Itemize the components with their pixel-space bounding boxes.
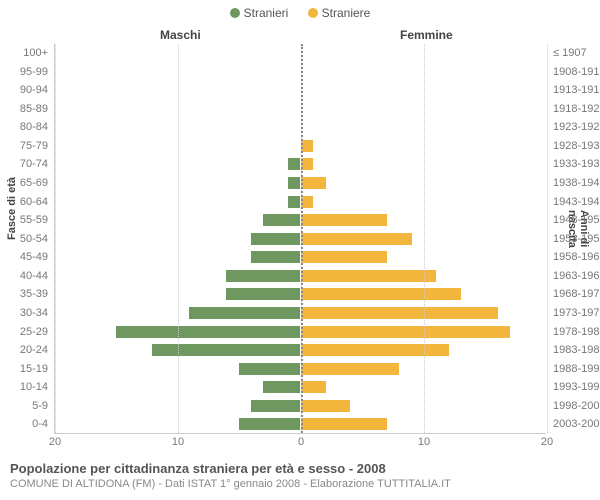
birth-year-label: 1948-1952 xyxy=(553,211,600,230)
age-label: 25-29 xyxy=(20,323,48,342)
birth-year-label: 1958-1962 xyxy=(553,248,600,267)
birth-year-label: 1913-1917 xyxy=(553,81,600,100)
birth-year-label: 1998-2002 xyxy=(553,397,600,416)
bar-female xyxy=(301,418,387,430)
bar-male xyxy=(288,158,300,170)
bar-female xyxy=(301,177,326,189)
bar-male xyxy=(239,418,301,430)
age-label: 100+ xyxy=(23,44,48,63)
age-label: 45-49 xyxy=(20,248,48,267)
gridline xyxy=(424,44,425,433)
age-label: 85-89 xyxy=(20,100,48,119)
bar-female xyxy=(301,251,387,263)
birth-year-label: 1908-1912 xyxy=(553,63,600,82)
legend: Stranieri Straniere xyxy=(0,6,600,21)
age-label: 60-64 xyxy=(20,193,48,212)
footer: Popolazione per cittadinanza straniera p… xyxy=(10,461,590,490)
bar-female xyxy=(301,344,449,356)
bar-female xyxy=(301,363,399,375)
birth-year-label: 1973-1977 xyxy=(553,304,600,323)
age-label: 35-39 xyxy=(20,285,48,304)
birth-year-label: 1933-1937 xyxy=(553,155,600,174)
age-label: 90-94 xyxy=(20,81,48,100)
birth-year-label: 1993-1997 xyxy=(553,378,600,397)
birth-year-label: 1928-1932 xyxy=(553,137,600,156)
birth-year-label: 1938-1942 xyxy=(553,174,600,193)
age-label: 65-69 xyxy=(20,174,48,193)
gridline xyxy=(55,44,56,433)
gridline xyxy=(547,44,548,433)
legend-female-swatch xyxy=(308,8,318,18)
age-label: 10-14 xyxy=(20,378,48,397)
age-label: 75-79 xyxy=(20,137,48,156)
bar-female xyxy=(301,214,387,226)
age-label: 70-74 xyxy=(20,155,48,174)
age-label: 55-59 xyxy=(20,211,48,230)
bar-female xyxy=(301,270,436,282)
bar-male xyxy=(226,270,300,282)
legend-male-label: Stranieri xyxy=(244,6,289,20)
bar-female xyxy=(301,288,461,300)
x-tick-label: 0 xyxy=(298,436,304,448)
bar-male xyxy=(152,344,300,356)
x-tick-label: 20 xyxy=(541,436,553,448)
age-label: 40-44 xyxy=(20,267,48,286)
bar-male xyxy=(263,381,300,393)
bar-female xyxy=(301,233,412,245)
birth-year-label: 1988-1992 xyxy=(553,360,600,379)
birth-year-label: 2003-2007 xyxy=(553,415,600,434)
birth-year-label: 1968-1972 xyxy=(553,285,600,304)
x-tick-label: 10 xyxy=(172,436,184,448)
x-tick-label: 20 xyxy=(49,436,61,448)
bar-male xyxy=(251,400,300,412)
birth-year-label: 1983-1987 xyxy=(553,341,600,360)
bar-male xyxy=(189,307,300,319)
bar-male xyxy=(288,196,300,208)
bar-male xyxy=(239,363,301,375)
chart-plot-area: 100+≤ 190795-991908-191290-941913-191785… xyxy=(54,44,546,434)
bar-female xyxy=(301,381,326,393)
chart-title: Popolazione per cittadinanza straniera p… xyxy=(10,461,590,476)
col-title-left: Maschi xyxy=(160,28,201,42)
bar-male xyxy=(116,326,301,338)
age-label: 95-99 xyxy=(20,63,48,82)
bar-male xyxy=(226,288,300,300)
bar-female xyxy=(301,400,350,412)
col-title-right: Femmine xyxy=(400,28,453,42)
legend-male-swatch xyxy=(230,8,240,18)
bar-male xyxy=(288,177,300,189)
age-label: 0-4 xyxy=(32,415,48,434)
y-axis-left-title: Fasce di età xyxy=(6,177,18,240)
x-tick-label: 10 xyxy=(418,436,430,448)
chart-source: COMUNE DI ALTIDONA (FM) - Dati ISTAT 1° … xyxy=(10,478,590,490)
gridline xyxy=(178,44,179,433)
birth-year-label: 1923-1927 xyxy=(553,118,600,137)
bar-female xyxy=(301,326,510,338)
center-axis xyxy=(301,44,303,433)
bar-male xyxy=(251,251,300,263)
birth-year-label: ≤ 1907 xyxy=(553,44,587,63)
age-label: 50-54 xyxy=(20,230,48,249)
bar-male xyxy=(251,233,300,245)
birth-year-label: 1963-1967 xyxy=(553,267,600,286)
legend-male: Stranieri xyxy=(230,6,289,20)
birth-year-label: 1953-1957 xyxy=(553,230,600,249)
age-label: 80-84 xyxy=(20,118,48,137)
bar-male xyxy=(263,214,300,226)
age-label: 30-34 xyxy=(20,304,48,323)
age-label: 15-19 xyxy=(20,360,48,379)
birth-year-label: 1943-1947 xyxy=(553,193,600,212)
birth-year-label: 1978-1982 xyxy=(553,323,600,342)
age-label: 20-24 xyxy=(20,341,48,360)
legend-female: Straniere xyxy=(308,6,371,20)
age-label: 5-9 xyxy=(32,397,48,416)
birth-year-label: 1918-1922 xyxy=(553,100,600,119)
legend-female-label: Straniere xyxy=(322,6,371,20)
bar-female xyxy=(301,307,498,319)
